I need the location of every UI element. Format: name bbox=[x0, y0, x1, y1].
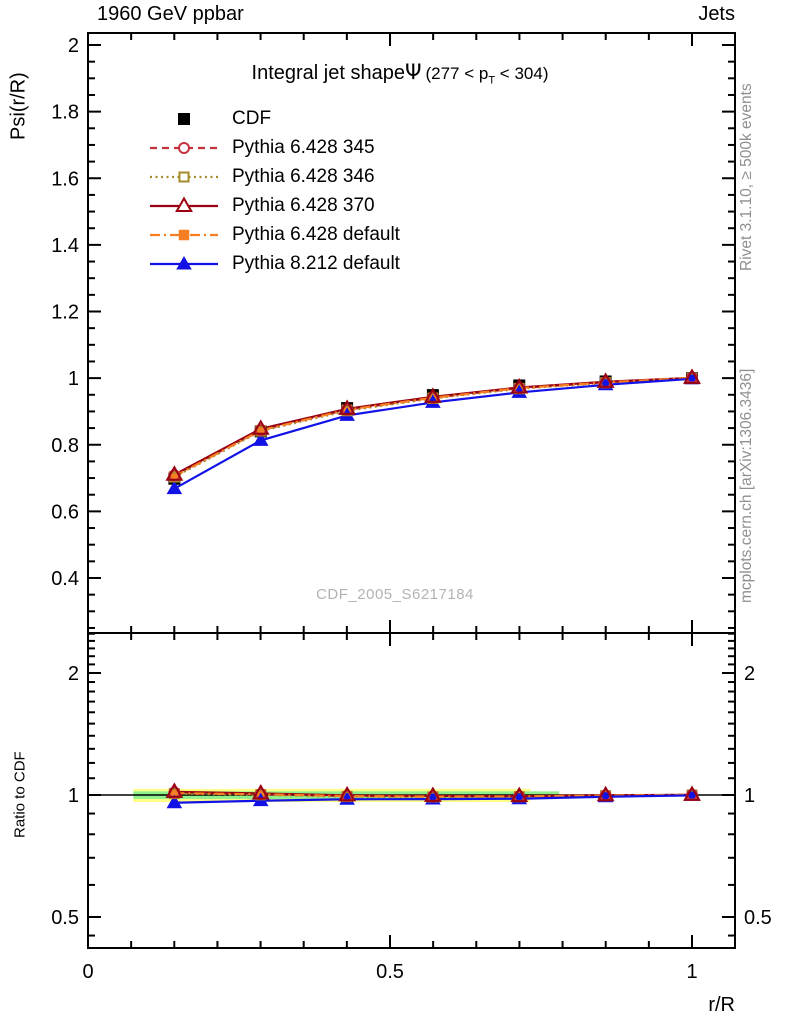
tick-labels: 0.4 0.6 0.8 1 1.2 1.4 1.6 1.8 2 0 0.5 1 0.5 0.5 1 1 2 2 bbox=[51, 35, 772, 983]
header-beam-energy: 1960 GeV ppbar bbox=[97, 3, 244, 25]
tick-label: 0.5 bbox=[744, 907, 772, 929]
marker-triangle-filled bbox=[511, 384, 528, 398]
marker-square-filled bbox=[255, 425, 266, 436]
legend-swatch-square-filled bbox=[178, 112, 190, 125]
marker-triangle-open bbox=[165, 465, 184, 481]
legend-item-pythia-6-428-346: Pythia 6.428 346 bbox=[148, 162, 400, 191]
legend-label: CDF bbox=[232, 107, 272, 129]
marker-square-filled bbox=[169, 471, 180, 482]
marker-triangle-open bbox=[251, 783, 270, 800]
plot-title: Integral jet shapeΨ (277 < pT < 304) bbox=[75, 60, 725, 86]
marker-triangle-open bbox=[596, 785, 615, 802]
tick-label: 0 bbox=[82, 961, 93, 983]
axis-ticks bbox=[87, 33, 735, 948]
marker-triangle-open bbox=[338, 785, 357, 802]
psi-symbol: Ψ bbox=[404, 60, 422, 84]
marker-triangle-open bbox=[423, 786, 442, 802]
marker-circle-open bbox=[178, 141, 190, 154]
marker-triangle-open bbox=[165, 782, 184, 798]
series-markers bbox=[165, 368, 701, 809]
legend-swatch-square-open bbox=[150, 171, 218, 182]
marker-triangle-filled bbox=[252, 432, 269, 446]
panel-frames bbox=[87, 32, 736, 949]
legend-label: Pythia 6.428 default bbox=[232, 223, 400, 245]
marker-triangle-open bbox=[596, 372, 615, 388]
legend-swatch-triangle-filled bbox=[150, 255, 218, 269]
header-analysis-type: Jets bbox=[698, 3, 735, 25]
marker-square-filled bbox=[178, 229, 190, 240]
tick-label: 0.5 bbox=[51, 907, 79, 929]
tick-label: 0.8 bbox=[51, 435, 79, 457]
legend-item-cdf: CDF bbox=[148, 104, 400, 133]
tick-label: 2 bbox=[68, 35, 79, 57]
legend: CDF Pythia 6.428 345 Pythia 6.428 346 Pythi… bbox=[148, 104, 400, 278]
y-axis-label-ratio: Ratio to CDF bbox=[11, 751, 29, 839]
plot-title-range: (277 < pT < 304) bbox=[425, 64, 549, 87]
legend-item-pythia-6-428-default: Pythia 6.428 default bbox=[148, 220, 400, 249]
marker-triangle-open bbox=[510, 786, 529, 803]
side-note-mcplots-ref: mcplots.cern.ch [arXiv:1306.3436] bbox=[738, 368, 755, 603]
marker-triangle-open bbox=[423, 387, 442, 403]
plot-title-main: Integral jet shape bbox=[251, 62, 405, 84]
marker-square-filled bbox=[169, 787, 180, 799]
tick-label: 2 bbox=[744, 663, 755, 685]
marker-triangle-filled bbox=[166, 794, 183, 809]
side-note-rivet-version: Rivet 3.1.10, ≥ 500k events bbox=[738, 83, 755, 272]
tick-label: 0.6 bbox=[51, 501, 79, 523]
marker-triangle-filled bbox=[176, 255, 192, 269]
legend-label: Pythia 6.428 346 bbox=[232, 165, 375, 187]
watermark-analysis-id: CDF_2005_S6217184 bbox=[316, 586, 474, 603]
legend-label: Pythia 6.428 370 bbox=[232, 194, 375, 216]
marker-triangle-open bbox=[251, 419, 270, 435]
tick-label: 1 bbox=[68, 368, 79, 390]
x-axis-label: r/R bbox=[708, 994, 735, 1016]
tick-label: 1.4 bbox=[51, 235, 79, 257]
legend-item-pythia-6-428-345: Pythia 6.428 345 bbox=[148, 133, 400, 162]
tick-label: 1.8 bbox=[51, 102, 79, 124]
marker-triangle-open bbox=[510, 378, 529, 394]
tick-label: 0.4 bbox=[51, 568, 79, 590]
tick-label: 1 bbox=[744, 785, 755, 807]
marker-triangle-open bbox=[683, 785, 701, 801]
marker-triangle-open bbox=[175, 196, 193, 212]
legend-item-pythia-8-212-default: Pythia 8.212 default bbox=[148, 249, 400, 278]
legend-label: Pythia 6.428 345 bbox=[232, 136, 375, 158]
tick-label: 1 bbox=[686, 961, 697, 983]
tick-label: 1.6 bbox=[51, 168, 79, 190]
marker-square-filled bbox=[178, 112, 190, 125]
tick-label: 0.5 bbox=[376, 961, 404, 983]
legend-swatch-circle-open bbox=[150, 141, 218, 154]
y-axis-label-main: Psi(r/R) bbox=[7, 72, 30, 140]
tick-label: 2 bbox=[68, 663, 79, 685]
tick-label: 1 bbox=[68, 785, 79, 807]
marker-triangle-open bbox=[338, 399, 357, 415]
legend-item-pythia-6-428-370: Pythia 6.428 370 bbox=[148, 191, 400, 220]
legend-swatch-triangle-open bbox=[150, 196, 218, 212]
legend-label: Pythia 8.212 default bbox=[232, 252, 400, 274]
marker-square-open bbox=[178, 171, 190, 182]
legend-swatch-square-filled bbox=[150, 229, 218, 240]
marker-triangle-open bbox=[683, 368, 701, 384]
marker-triangle-filled bbox=[166, 480, 183, 495]
tick-label: 1.2 bbox=[51, 302, 79, 324]
